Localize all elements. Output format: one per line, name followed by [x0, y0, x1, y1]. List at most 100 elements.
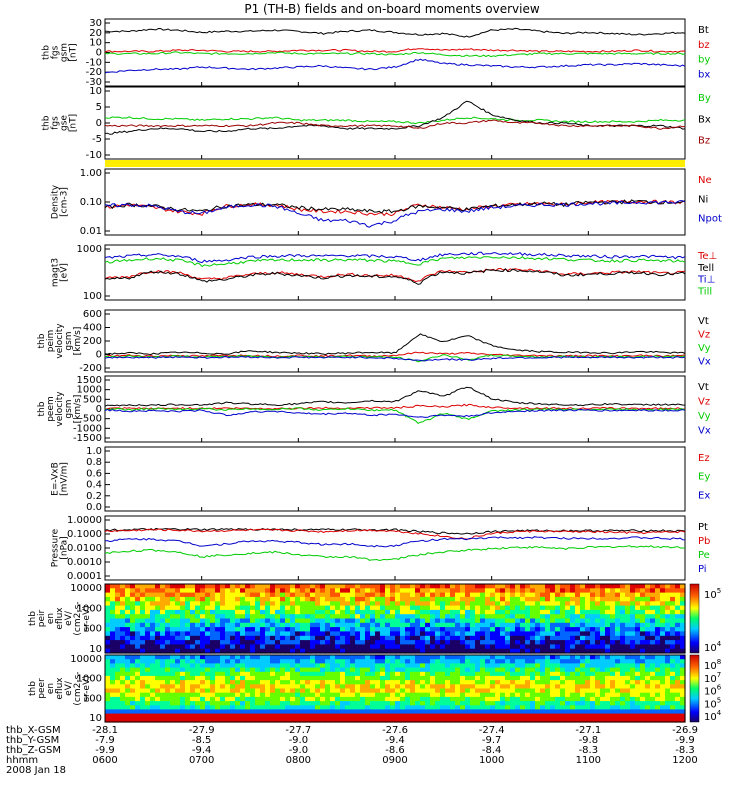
heatmap-cell — [670, 675, 676, 681]
xtick-label: -9.8 — [579, 735, 599, 746]
heatmap-cell — [395, 659, 401, 664]
heatmap-cell — [460, 713, 466, 719]
heatmap-cell — [320, 631, 326, 637]
heatmap-cell — [205, 584, 211, 589]
heatmap-cell — [325, 692, 331, 698]
heatmap-cell — [330, 627, 336, 632]
heatmap-cell — [230, 618, 236, 624]
heatmap-cell — [165, 588, 171, 594]
heatmap-cell — [250, 584, 256, 589]
heatmap-cell — [550, 717, 556, 723]
heatmap-cell — [590, 588, 596, 594]
heatmap-cell — [385, 635, 391, 641]
heatmap-cell — [295, 675, 301, 681]
heatmap-cell — [385, 592, 391, 598]
heatmap-cell — [475, 601, 481, 607]
heatmap-cell — [530, 671, 536, 677]
heatmap-cell — [375, 696, 381, 702]
heatmap-cell — [400, 675, 406, 681]
heatmap-cell — [155, 644, 161, 650]
heatmap-cell — [520, 705, 526, 711]
heatmap-cell — [315, 717, 321, 723]
heatmap-cell — [290, 692, 296, 698]
heatmap-cell — [330, 622, 336, 628]
heatmap-cell — [625, 667, 631, 673]
heatmap-cell — [495, 627, 501, 632]
heatmap-cell — [395, 605, 401, 611]
heatmap-cell — [265, 601, 271, 607]
heatmap-cell — [255, 618, 261, 624]
heatmap-cell — [620, 671, 626, 677]
heatmap-cell — [480, 601, 486, 607]
heatmap-cell — [370, 618, 376, 624]
heatmap-cell — [195, 717, 201, 723]
heatmap-cell — [295, 696, 301, 702]
heatmap-cell — [560, 588, 566, 594]
heatmap-cell — [575, 635, 581, 641]
heatmap-cell — [235, 663, 241, 669]
heatmap-cell — [235, 584, 241, 589]
heatmap-cell — [130, 701, 136, 706]
heatmap-cell — [540, 684, 546, 690]
heatmap-cell — [295, 680, 301, 685]
heatmap-cell — [400, 680, 406, 685]
heatmap-cell — [150, 680, 156, 685]
heatmap-cell — [485, 584, 491, 589]
heatmap-cell — [300, 667, 306, 673]
heatmap-cell — [590, 584, 596, 589]
heatmap-cell — [605, 663, 611, 669]
heatmap-cell — [395, 596, 401, 602]
heatmap-cell — [680, 671, 686, 677]
heatmap-cell — [415, 609, 421, 615]
heatmap-cell — [410, 605, 416, 611]
heatmap-cell — [375, 663, 381, 669]
heatmap-cell — [515, 644, 521, 650]
heatmap-cell — [575, 609, 581, 615]
heatmap-cell — [490, 663, 496, 669]
heatmap-cell — [535, 675, 541, 681]
heatmap-cell — [320, 644, 326, 650]
heatmap-cell — [485, 614, 491, 620]
heatmap-cell — [670, 663, 676, 669]
heatmap-cell — [325, 675, 331, 681]
heatmap-cell — [145, 667, 151, 673]
heatmap-cell — [240, 655, 246, 660]
heatmap-cell — [650, 588, 656, 594]
heatmap-cell — [515, 631, 521, 637]
heatmap-cell — [435, 640, 441, 645]
heatmap-cell — [530, 713, 536, 719]
heatmap-cell — [580, 622, 586, 628]
heatmap-cell — [530, 675, 536, 681]
panel-6-ylabel: [km/s] — [73, 395, 83, 424]
heatmap-cell — [415, 601, 421, 607]
series-Bt — [104, 27, 686, 38]
heatmap-cell — [385, 675, 391, 681]
heatmap-cell — [270, 644, 276, 650]
heatmap-cell — [205, 627, 211, 632]
heatmap-cell — [215, 688, 221, 694]
heatmap-cell — [150, 592, 156, 598]
heatmap-cell — [615, 667, 621, 673]
heatmap-cell — [555, 680, 561, 685]
heatmap-cell — [240, 675, 246, 681]
heatmap-cell — [595, 659, 601, 664]
heatmap-cell — [310, 675, 316, 681]
heatmap-cell — [280, 640, 286, 645]
heatmap-cell — [460, 701, 466, 706]
heatmap-cell — [515, 627, 521, 632]
heatmap-cell — [160, 627, 166, 632]
heatmap-cell — [360, 631, 366, 637]
heatmap-cell — [305, 640, 311, 645]
heatmap-cell — [210, 680, 216, 685]
heatmap-cell — [305, 588, 311, 594]
heatmap-cell — [520, 618, 526, 624]
heatmap-cell — [550, 618, 556, 624]
heatmap-cell — [465, 622, 471, 628]
heatmap-cell — [145, 601, 151, 607]
heatmap-cell — [445, 644, 451, 650]
heatmap-cell — [250, 701, 256, 706]
heatmap-cell — [395, 618, 401, 624]
heatmap-cell — [160, 659, 166, 664]
heatmap-cell — [215, 592, 221, 598]
heatmap-cell — [430, 655, 436, 660]
